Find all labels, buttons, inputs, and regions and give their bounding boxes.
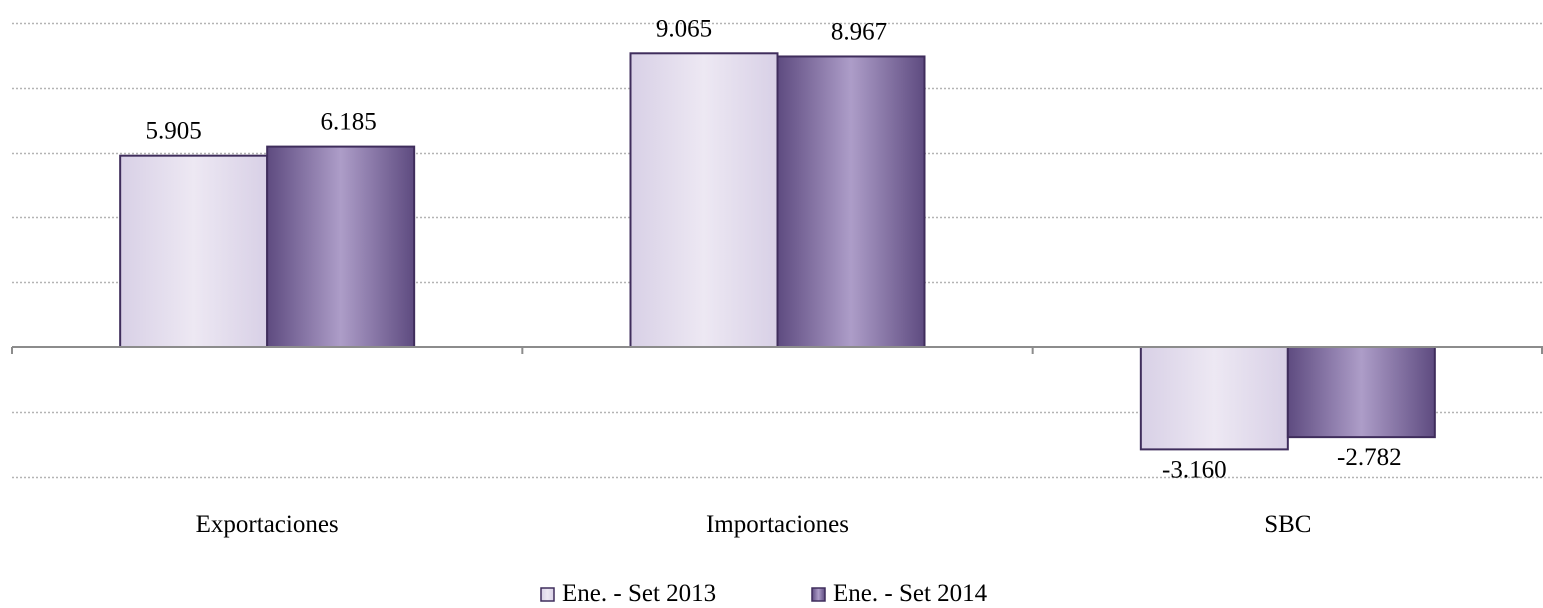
data-label-1-sbc: -3.160	[1162, 456, 1227, 483]
bar-2-importaciones	[776, 55, 926, 348]
legend-label-1: Ene. - Set 2013	[562, 580, 716, 607]
x-axis	[11, 346, 1543, 354]
bar-1-sbc	[1139, 346, 1289, 451]
data-label-2-exportaciones: 6.185	[321, 109, 377, 136]
data-label-2-sbc: -2.782	[1337, 444, 1402, 471]
category-labels: Exportaciones Importaciones SBC	[196, 511, 1312, 538]
legend: Ene. - Set 2013 Ene. - Set 2014	[540, 580, 988, 607]
legend-swatch-1	[540, 587, 555, 602]
bars	[119, 52, 1436, 451]
bar-2-sbc	[1286, 346, 1436, 439]
data-label-1-importaciones: 9.065	[656, 15, 712, 42]
category-label-exportaciones: Exportaciones	[196, 511, 339, 538]
category-label-importaciones: Importaciones	[706, 511, 849, 538]
data-labels: 5.905 6.185 9.065 8.967 -3.160 -2.782	[146, 15, 1402, 483]
bar-1-importaciones	[629, 52, 779, 348]
data-label-1-exportaciones: 5.905	[146, 118, 202, 145]
legend-swatch-2	[811, 587, 826, 602]
bar-1-exportaciones	[119, 154, 269, 348]
legend-label-2: Ene. - Set 2014	[833, 580, 988, 607]
category-label-sbc: SBC	[1264, 511, 1311, 538]
bar-2-exportaciones	[266, 145, 416, 348]
data-label-2-importaciones: 8.967	[831, 18, 887, 45]
